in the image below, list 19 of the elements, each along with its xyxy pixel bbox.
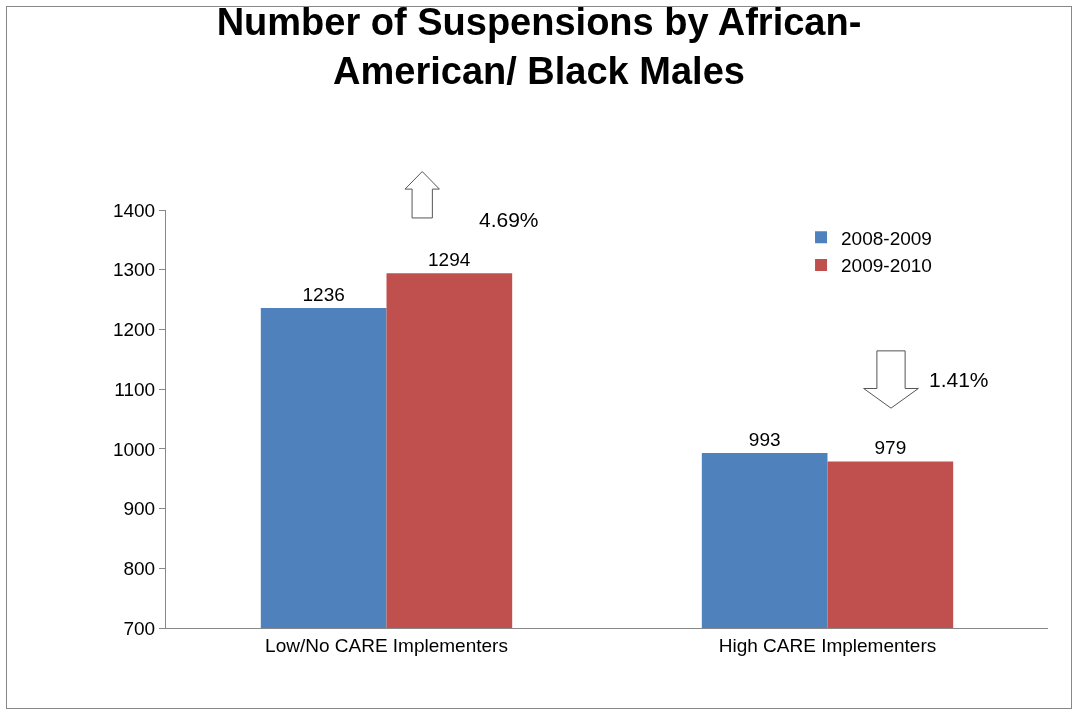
data-label: 979 [874, 437, 907, 459]
y-tick-label: 800 [123, 557, 156, 579]
x-tick-label: Low/No CARE Implementers [265, 634, 508, 656]
annotation: 1.41% [929, 368, 989, 391]
annotation: 4.69% [479, 208, 539, 231]
y-tick-label: 1000 [112, 438, 156, 460]
legend-label: 2008-2009 [841, 227, 932, 249]
y-tick-label: 700 [123, 617, 156, 639]
y-tick-label: 1300 [112, 259, 156, 281]
y-tick-label: 1100 [114, 378, 156, 400]
data-label: 993 [748, 429, 781, 451]
legend-label: 2009-2010 [841, 255, 932, 277]
y-tick-label: 1200 [112, 319, 156, 341]
data-label: 1236 [302, 283, 345, 305]
data-label: 1294 [427, 249, 471, 271]
y-tick-label: 1400 [112, 199, 156, 221]
y-tick-label: 900 [123, 498, 156, 520]
x-tick-label: High CARE Implementers [718, 634, 937, 656]
chart-title: Number of Suspensions by African- American/ Black Males [216, 1, 862, 93]
